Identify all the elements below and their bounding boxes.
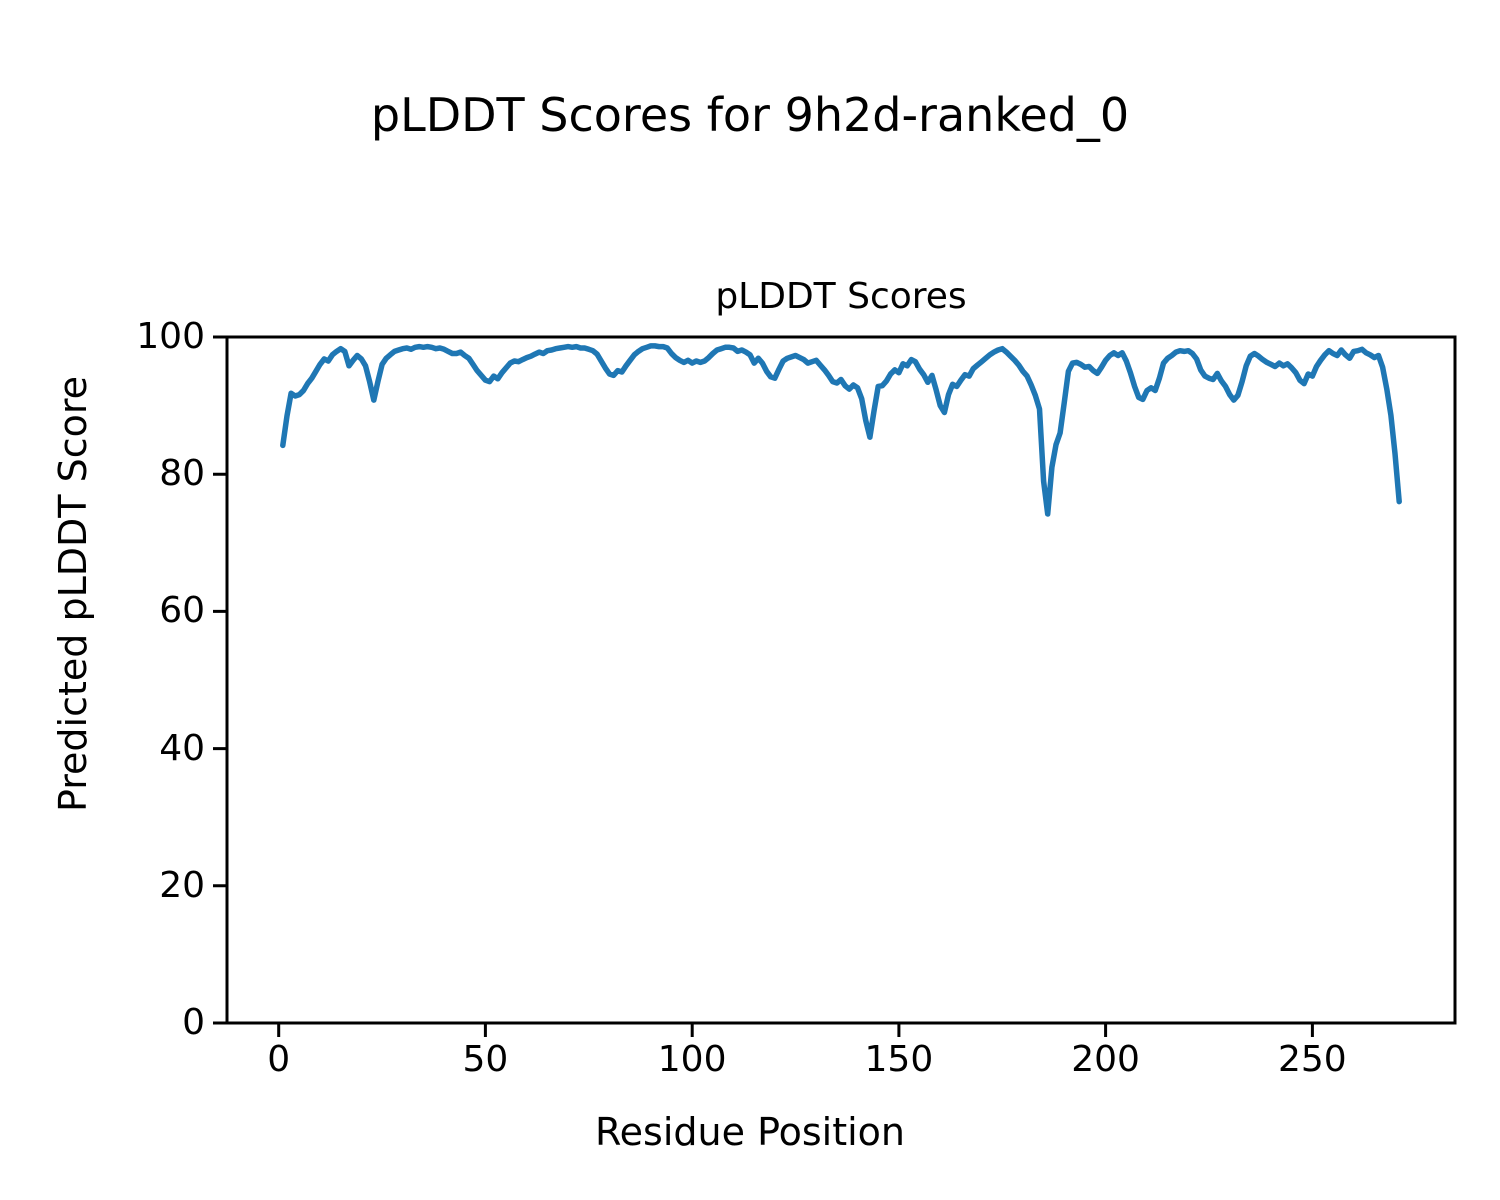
- y-tick-label: 40: [159, 727, 205, 769]
- x-tick-label: 50: [462, 1039, 509, 1080]
- axis-tick-marks: [213, 335, 1314, 1037]
- x-tick-label: 100: [657, 1039, 727, 1080]
- x-tick-label: 0: [267, 1039, 291, 1080]
- plot-border: [225, 335, 1457, 1025]
- y-tick-label: 0: [182, 1002, 205, 1043]
- x-tick-label: 250: [1277, 1039, 1347, 1080]
- y-tick-label: 80: [159, 453, 205, 495]
- figure-title: pLDDT Scores for 9h2d-ranked_0: [370, 88, 1130, 142]
- axes-title: pLDDT Scores: [715, 276, 967, 317]
- plddt-line: [280, 343, 1402, 517]
- x-tick-label: 150: [864, 1039, 934, 1080]
- y-tick-label: 100: [136, 316, 205, 357]
- y-tick-label: 20: [159, 864, 205, 906]
- x-tick-label: 200: [1071, 1039, 1140, 1080]
- x-axis-label: Residue Position: [594, 1110, 906, 1154]
- y-tick-label: 60: [159, 590, 205, 632]
